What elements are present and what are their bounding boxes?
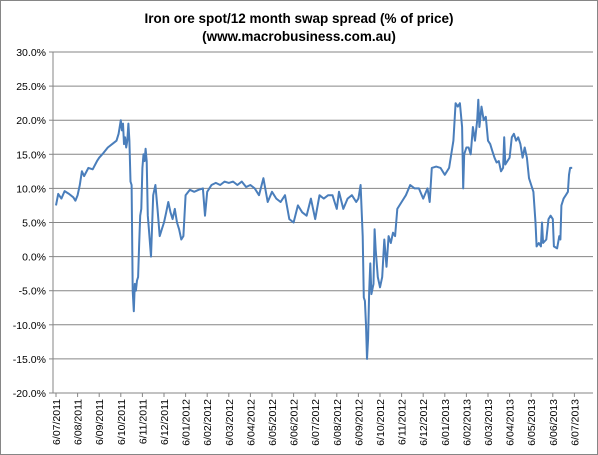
- y-tick-label: 30.0%: [16, 47, 46, 59]
- series-line-0: [55, 98, 573, 360]
- x-tick-label: 6/02/2012: [202, 399, 214, 446]
- y-tick-label: 10.0%: [16, 183, 46, 195]
- y-tick-label: -5.0%: [19, 286, 46, 298]
- y-tick-label: -15.0%: [13, 354, 46, 366]
- x-tick-label: 6/09/2012: [353, 399, 365, 446]
- x-tick-label: 6/01/2013: [440, 399, 452, 446]
- y-tick-label: 5.0%: [22, 218, 46, 230]
- chart-subtitle: (www.macrobusiness.com.au): [202, 29, 396, 44]
- x-tick-label: 6/10/2011: [116, 399, 128, 445]
- x-axis-ticks: 6/07/2011 6/08/2011 6/09/2011 6/10/2011 6/11…: [51, 399, 581, 446]
- x-tick-label: 6/06/2013: [548, 399, 560, 446]
- x-tick-label: 6/11/2011: [137, 399, 149, 444]
- x-tick-label: 6/04/2012: [245, 399, 257, 446]
- x-tick-label: 6/07/2013: [569, 399, 581, 446]
- x-tick-label: 6/02/2013: [461, 399, 473, 446]
- x-tick-label: 6/05/2013: [526, 399, 538, 446]
- y-tick-label: -10.0%: [13, 320, 46, 332]
- y-tick-label: 20.0%: [16, 115, 46, 127]
- chart-title: Iron ore spot/12 month swap spread (% of…: [144, 11, 453, 26]
- x-tick-label: 6/03/2013: [483, 399, 495, 446]
- x-tick-label: 6/08/2011: [73, 399, 85, 445]
- axes: [49, 51, 575, 397]
- x-tick-label: 6/11/2012: [397, 399, 409, 445]
- series-layer: [55, 98, 573, 360]
- y-tick-label: 15.0%: [16, 149, 46, 161]
- y-tick-label: -20.0%: [13, 388, 46, 400]
- x-tick-label: 6/05/2012: [267, 399, 279, 446]
- x-tick-label: 6/12/2012: [418, 399, 430, 446]
- x-tick-label: 6/01/2012: [181, 399, 193, 446]
- x-tick-label: 6/07/2012: [310, 399, 322, 446]
- x-tick-label: 6/03/2012: [224, 399, 236, 446]
- x-tick-label: 6/09/2011: [94, 399, 106, 445]
- y-tick-label: 0.0%: [22, 252, 46, 264]
- x-tick-label: 6/10/2012: [375, 399, 387, 446]
- y-axis-ticks: 30.0% 25.0% 20.0% 15.0% 10.0% 5.0% 0.0% -5.0% -1…: [13, 47, 46, 400]
- y-tick-label: 25.0%: [16, 81, 46, 93]
- x-tick-label: 6/08/2012: [332, 399, 344, 446]
- x-tick-label: 6/07/2011: [51, 399, 63, 445]
- x-tick-label: 6/04/2013: [505, 399, 517, 446]
- x-tick-label: 6/06/2012: [289, 399, 301, 446]
- x-tick-label: 6/12/2011: [159, 399, 171, 445]
- gridlines: [53, 51, 593, 394]
